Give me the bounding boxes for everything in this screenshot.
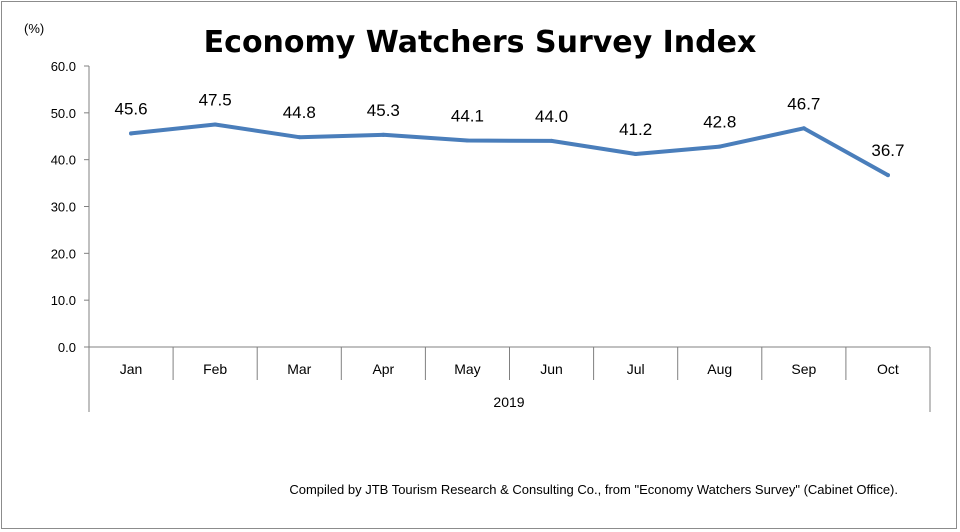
data-point [885,173,890,178]
x-group-label: 2019 [493,394,524,410]
x-tick-label: Aug [707,361,732,377]
y-tick-label: 20.0 [51,246,76,261]
data-point [633,152,638,157]
data-point [213,122,218,127]
x-tick-label: Jan [120,361,143,377]
series-marks: 45.6 47.5 44.8 45.3 44.1 44.0 41.2 42.8 46.7 36.7 [115,91,904,178]
data-point [129,131,134,136]
chart-title: Economy Watchers Survey Index [204,25,757,60]
x-tick-label: Jul [627,361,645,377]
data-label: 44.8 [283,103,316,122]
data-label: 47.5 [199,91,232,110]
x-tick-label: Jun [540,361,563,377]
x-tick-label: Oct [877,361,899,377]
y-tick-label: 50.0 [51,106,76,121]
y-tick-label: 40.0 [51,153,76,168]
y-tick-label: 30.0 [51,200,76,215]
data-label: 44.1 [451,106,484,125]
data-label: 36.7 [871,141,904,160]
x-tick-label: Feb [203,361,227,377]
data-point [549,138,554,143]
data-label: 42.8 [703,113,736,132]
x-tick-label: Sep [791,361,816,377]
data-point [297,135,302,140]
x-tick-label: May [454,361,480,377]
source-note: Compiled by JTB Tourism Research & Consu… [289,482,898,497]
data-label: 44.0 [535,107,568,126]
data-point [801,126,806,131]
data-point [717,144,722,149]
series-line [129,122,890,178]
y-unit-label: (%) [24,21,44,36]
y-tick-label: 10.0 [51,293,76,308]
data-label: 45.3 [367,101,400,120]
x-tick-label: Mar [287,361,311,377]
axes: 0.0 10.0 20.0 30.0 40.0 50.0 60.0 Jan Feb Mar Apr M… [51,59,931,412]
data-point [465,138,470,143]
x-tick-label: Apr [372,361,394,377]
data-point [381,132,386,137]
data-label: 46.7 [787,94,820,113]
data-label: 41.2 [619,120,652,139]
y-tick-label: 60.0 [51,59,76,74]
data-label: 45.6 [115,99,148,118]
y-tick-label: 0.0 [58,340,76,355]
